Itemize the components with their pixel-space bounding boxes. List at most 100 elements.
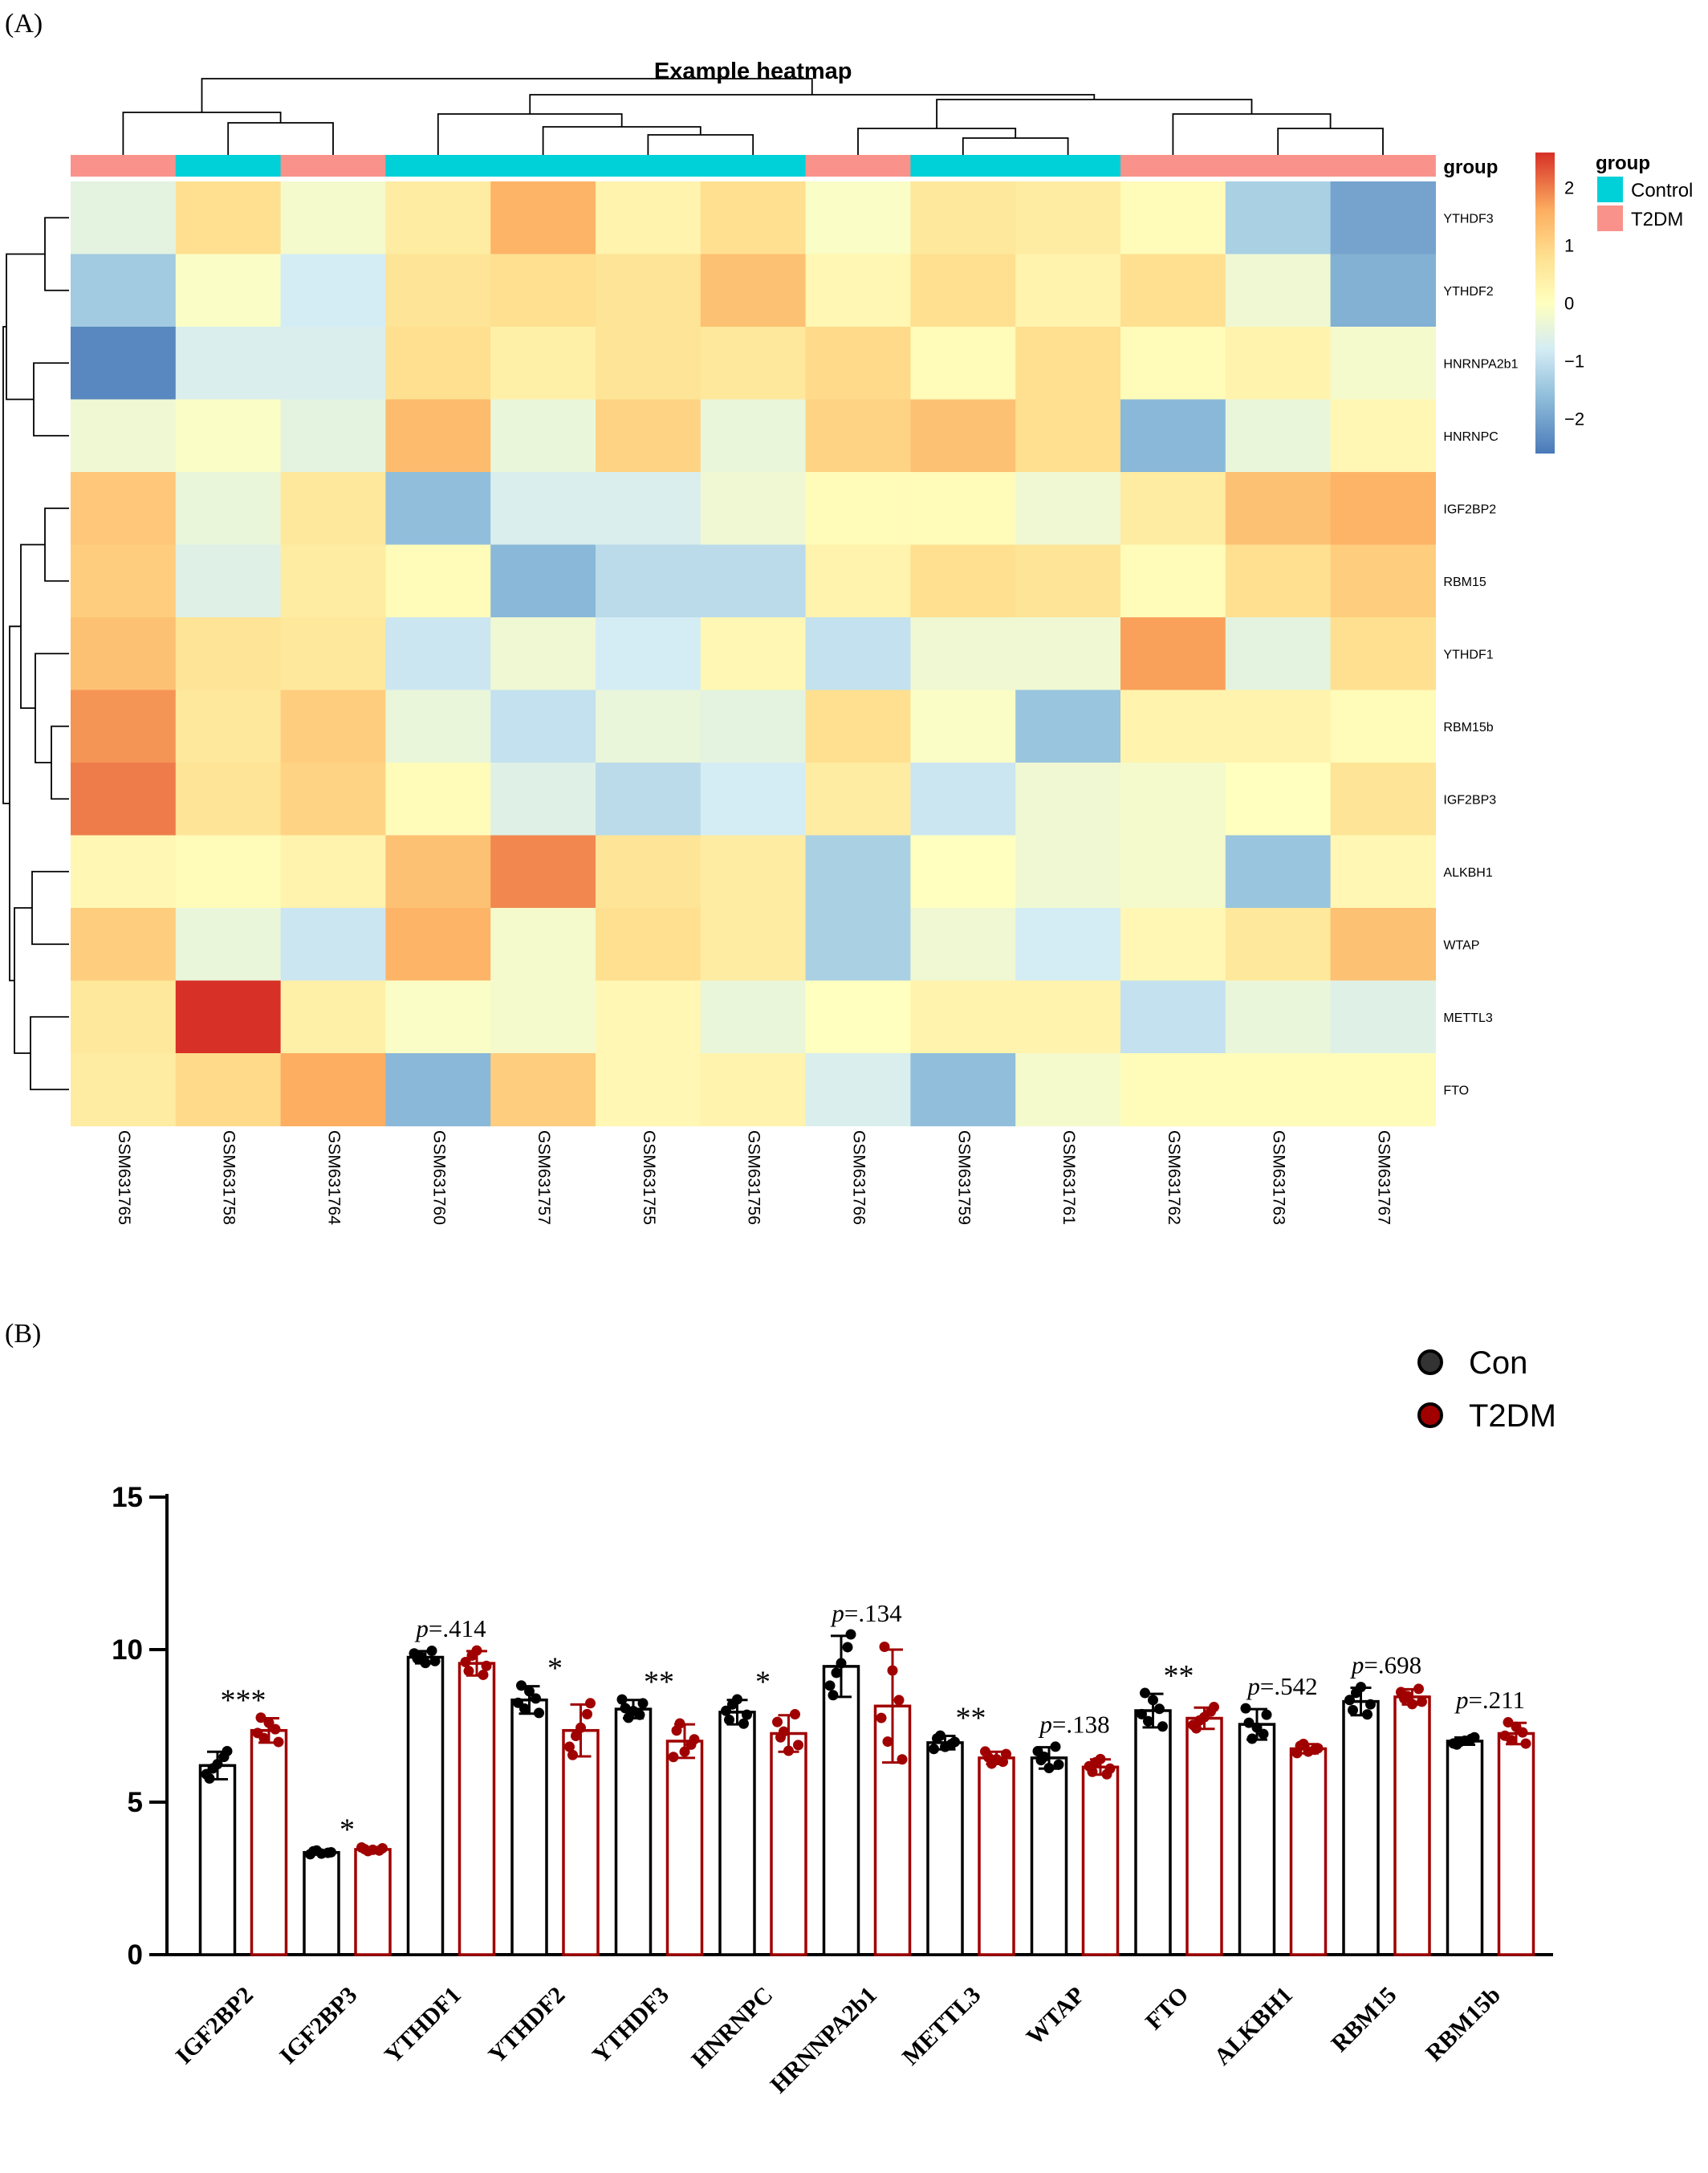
bar <box>1081 1765 1120 1956</box>
data-point <box>842 1642 853 1653</box>
group-annotation-cell <box>596 155 702 177</box>
data-point <box>772 1716 783 1727</box>
bar <box>510 1698 548 1956</box>
heatmap-cell <box>175 399 282 473</box>
data-point <box>273 1736 284 1748</box>
heatmap-cell <box>910 181 1016 255</box>
bar <box>250 1728 288 1956</box>
data-point <box>1417 1696 1427 1707</box>
heatmap-cell <box>385 1053 491 1127</box>
p-value: =.414 <box>429 1614 486 1642</box>
row-label: METTL3 <box>1443 1011 1492 1025</box>
heatmap-cell <box>1225 544 1332 618</box>
column-label: GSM631766 <box>849 1130 868 1225</box>
data-point <box>1095 1753 1106 1764</box>
p-symbol: p <box>830 1599 844 1627</box>
significance-label: p=.414 <box>414 1614 486 1642</box>
data-point <box>1499 1730 1511 1741</box>
heatmap-cell <box>385 617 491 691</box>
heatmap-cell <box>1015 254 1121 328</box>
dendrogram-branch <box>122 112 282 155</box>
heatmap-cell <box>1330 472 1436 546</box>
heatmap-cell <box>490 327 596 401</box>
group-annotation-cell <box>1015 155 1121 177</box>
heatmap-cell <box>280 835 386 909</box>
dendrogram-branch <box>44 217 69 291</box>
data-point <box>724 1714 734 1725</box>
bar <box>614 1707 653 1956</box>
dendrogram-branch <box>647 134 754 155</box>
dendrogram-branch <box>44 507 69 582</box>
data-point <box>524 1686 535 1697</box>
heatmap-cell <box>1015 763 1121 836</box>
data-point <box>377 1842 388 1854</box>
dendrogram-branch <box>437 113 623 155</box>
data-point <box>409 1648 420 1659</box>
heatmap-cell <box>280 254 386 328</box>
column-label: GSM631755 <box>640 1130 658 1225</box>
data-point <box>270 1723 281 1735</box>
data-point <box>668 1752 679 1763</box>
p-value: =.134 <box>844 1599 902 1627</box>
heatmap-cell <box>596 908 702 982</box>
data-point <box>828 1690 839 1701</box>
data-point <box>721 1705 731 1716</box>
column-label: GSM631765 <box>115 1130 133 1225</box>
heatmap-cell <box>1330 980 1436 1054</box>
data-point <box>1407 1699 1417 1710</box>
heatmap-cell <box>805 763 911 836</box>
dendrogram-branch <box>6 253 45 401</box>
data-point <box>1140 1687 1150 1699</box>
data-point <box>1520 1738 1531 1749</box>
data-point <box>980 1746 990 1757</box>
data-point <box>1188 1719 1198 1731</box>
heatmap-cell <box>596 472 702 546</box>
dendrogram-branch <box>542 126 702 155</box>
dendrogram-branch <box>33 362 69 437</box>
data-point <box>1511 1721 1522 1732</box>
column-label: GSM631760 <box>429 1130 448 1225</box>
heatmap-cell <box>280 399 386 473</box>
heatmap-cell <box>175 617 282 691</box>
heatmap-cell <box>490 254 596 328</box>
heatmap-cell <box>175 327 282 401</box>
heatmap-cell <box>175 908 282 982</box>
heatmap-cell <box>700 327 807 401</box>
data-point <box>1459 1736 1470 1747</box>
data-point <box>1261 1709 1272 1720</box>
data-point <box>1148 1695 1158 1706</box>
data-point <box>460 1657 471 1668</box>
significance-label: p=.134 <box>830 1599 902 1627</box>
heatmap-cell <box>175 690 282 763</box>
data-point <box>876 1712 887 1723</box>
heatmap-cell <box>385 908 491 982</box>
data-point <box>575 1722 586 1733</box>
data-point <box>793 1740 803 1751</box>
data-point <box>316 1848 327 1859</box>
data-point <box>845 1629 856 1640</box>
heatmap-cell <box>805 980 911 1054</box>
heatmap-cell <box>71 399 177 473</box>
heatmap-cell <box>805 472 911 546</box>
data-point <box>420 1658 431 1669</box>
heatmap-cell <box>596 763 702 836</box>
heatmap-cell <box>385 690 491 763</box>
heatmap-cell <box>1015 1053 1121 1127</box>
heatmap-cell <box>700 835 807 909</box>
heatmap-cell <box>1330 1053 1436 1127</box>
legend-marker <box>1417 1349 1443 1375</box>
category-label: HRNNPA2b1 <box>765 1982 882 2099</box>
column-label: GSM631767 <box>1374 1130 1393 1225</box>
heatmap-cell <box>700 254 807 328</box>
significance-label: * <box>547 1652 563 1686</box>
heatmap-cell <box>490 690 596 763</box>
legend-label: Control <box>1631 180 1693 201</box>
group-annotation-cell <box>910 155 1016 177</box>
column-label: GSM631759 <box>954 1130 973 1225</box>
row-label: HNRNPA2b1 <box>1443 357 1518 371</box>
data-point <box>689 1734 700 1745</box>
legend-label: Con <box>1469 1345 1527 1381</box>
heatmap-cell <box>71 327 177 401</box>
legend-swatch <box>1597 177 1623 202</box>
heatmap-cell <box>805 254 911 328</box>
